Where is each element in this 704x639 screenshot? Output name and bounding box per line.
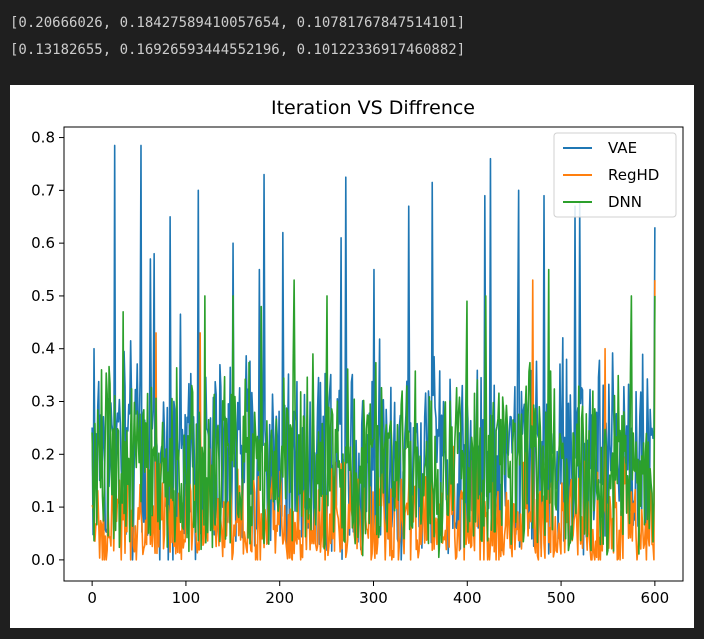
- legend-box: [553, 132, 677, 218]
- cell-output: [0.20666026, 0.18427589410057654, 0.1078…: [10, 10, 465, 64]
- x-tick-label: 200: [265, 589, 294, 607]
- y-tick-label: 0.8: [31, 129, 55, 147]
- y-tick-label: 0.0: [31, 551, 55, 569]
- x-tick-label: 300: [359, 589, 388, 607]
- legend-label-dnn: DNN: [608, 193, 642, 211]
- x-tick-label: 100: [172, 589, 201, 607]
- y-tick-label: 0.6: [31, 234, 55, 252]
- y-tick-label: 0.1: [31, 498, 55, 516]
- y-tick-label: 0.5: [31, 287, 55, 305]
- chart-figure: Iteration VS Diffrence 0 100 200 300 400 500 6…: [10, 85, 694, 628]
- legend: VAE RegHD DNN: [553, 132, 677, 218]
- line-chart: Iteration VS Diffrence 0 100 200 300 400 500 6…: [31, 97, 684, 607]
- legend-label-vae: VAE: [608, 139, 637, 157]
- y-tick-label: 0.2: [31, 445, 55, 463]
- x-tick-label: 600: [641, 589, 670, 607]
- output-line-1: [0.20666026, 0.18427589410057654, 0.1078…: [10, 15, 466, 31]
- x-tick-label: 500: [547, 589, 576, 607]
- x-tick-label: 400: [453, 589, 482, 607]
- output-line-2: [0.13182655, 0.16926593444552196, 0.1012…: [10, 42, 466, 58]
- y-tick-label: 0.3: [31, 393, 55, 411]
- legend-label-reghd: RegHD: [608, 166, 659, 184]
- series-line-dnn: [91, 268, 656, 559]
- x-tick-label: 0: [87, 589, 97, 607]
- y-tick-label: 0.7: [31, 181, 55, 199]
- chart-title: Iteration VS Diffrence: [271, 97, 475, 119]
- y-tick-label: 0.4: [31, 340, 55, 358]
